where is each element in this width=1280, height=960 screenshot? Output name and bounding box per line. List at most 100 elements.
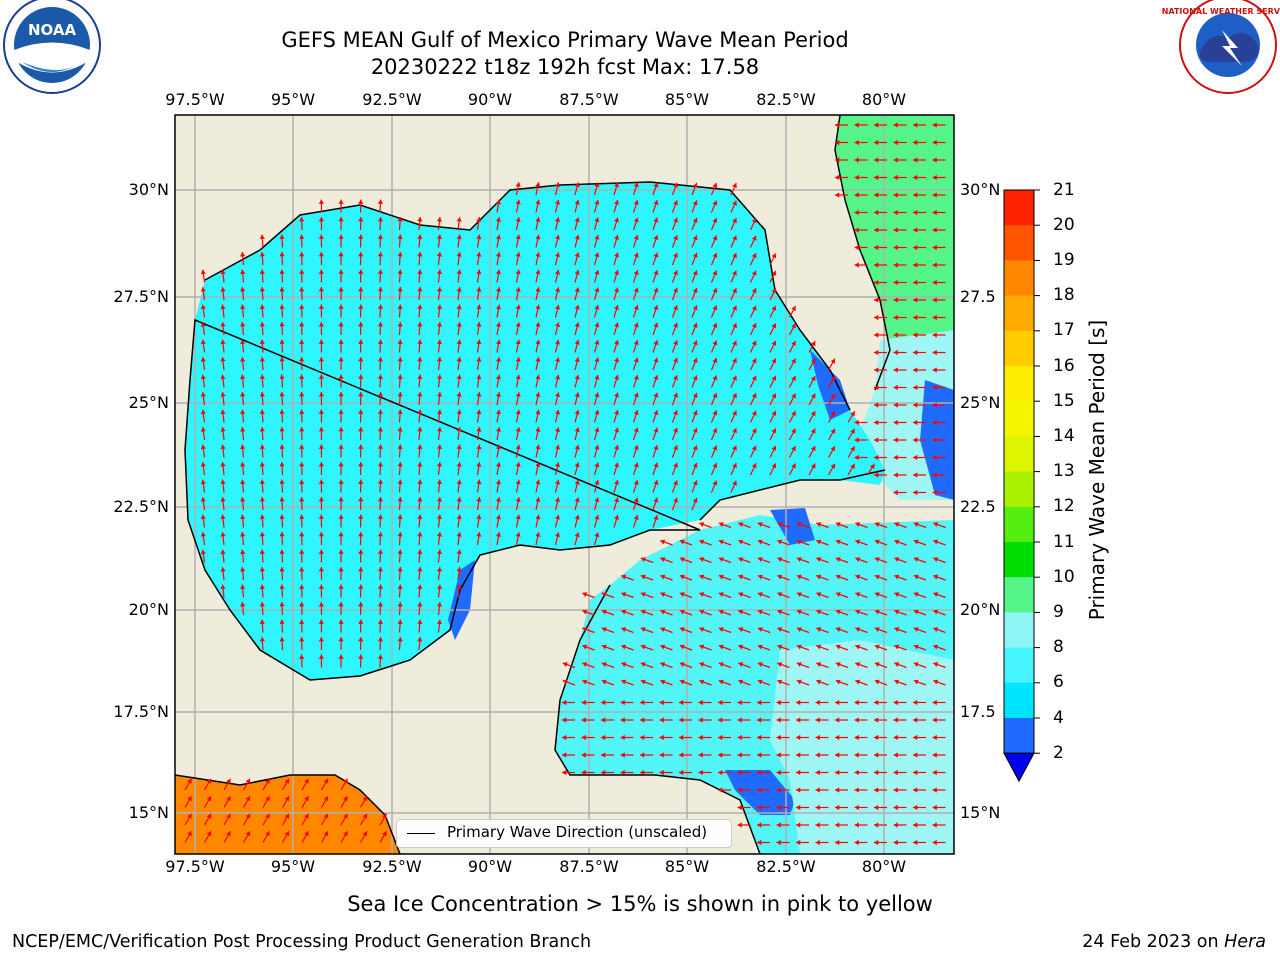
wave-arrow-head bbox=[555, 217, 561, 223]
wave-arrow-head bbox=[737, 822, 742, 828]
wave-arrow-head bbox=[913, 174, 918, 181]
wave-arrow-head bbox=[535, 427, 541, 433]
wave-arrow-head bbox=[660, 609, 666, 615]
wave-arrow-head bbox=[620, 769, 625, 776]
wave-arrow-head bbox=[456, 374, 462, 380]
wave-arrow-head bbox=[318, 304, 324, 309]
graticule bbox=[175, 115, 954, 854]
colorbar-tick: 11 bbox=[1053, 532, 1075, 552]
wave-arrow-head bbox=[377, 339, 384, 344]
wave-arrow-head bbox=[417, 497, 423, 502]
wave-arrow-head bbox=[338, 549, 344, 554]
wave-arrow-head bbox=[206, 796, 212, 802]
wave-arrow-head bbox=[200, 497, 206, 502]
wave-arrow-head bbox=[913, 472, 918, 478]
wave-arrow-head bbox=[476, 357, 482, 362]
colorbar-tick: 16 bbox=[1053, 356, 1075, 376]
wave-arrow-head bbox=[932, 174, 937, 181]
wave-arrow-head bbox=[377, 427, 384, 432]
wave-arrow-head bbox=[894, 662, 900, 667]
wave-arrow-head bbox=[653, 462, 659, 468]
wave-arrow-head bbox=[436, 374, 443, 380]
wave-arrow-head bbox=[712, 183, 718, 188]
wave-arrow-head bbox=[323, 796, 329, 802]
wave-arrow-head bbox=[343, 813, 348, 819]
wave-arrow-head bbox=[757, 787, 762, 793]
wave-arrow-head bbox=[318, 637, 324, 642]
coastal-blue-2 bbox=[448, 560, 475, 640]
footer-date-text: 24 Feb 2023 on bbox=[1082, 932, 1225, 952]
wave-arrow-head bbox=[358, 619, 364, 624]
wave-arrow-head bbox=[377, 532, 384, 537]
lat-label-left: 22.5°N bbox=[113, 497, 169, 516]
wave-arrow-head bbox=[299, 479, 305, 484]
wave-arrow-head bbox=[220, 287, 226, 292]
wave-arrow-head bbox=[259, 462, 265, 467]
wave-arrow-head bbox=[692, 340, 698, 346]
wave-arrow-head bbox=[874, 384, 879, 391]
wave-arrow-head bbox=[515, 234, 521, 240]
wave-arrow-head bbox=[737, 752, 742, 758]
wave-arrow-head bbox=[835, 627, 841, 632]
wave-arrow-head bbox=[815, 804, 820, 811]
wave-arrow-head bbox=[495, 217, 502, 222]
wave-arrow-head bbox=[495, 339, 502, 345]
wave-arrow-head bbox=[495, 234, 502, 240]
wave-arrow-head bbox=[582, 627, 588, 632]
wave-arrow-head bbox=[318, 234, 324, 239]
wave-arrow-head bbox=[791, 445, 796, 451]
wave-arrow-head bbox=[757, 769, 762, 776]
wave-arrow-head bbox=[574, 532, 580, 538]
wave-arrow-head bbox=[854, 734, 859, 741]
wave-arrow-head bbox=[397, 252, 403, 257]
wave-arrow-head bbox=[816, 592, 822, 597]
wave-arrow-head bbox=[854, 787, 859, 793]
wave-arrow-head bbox=[259, 584, 265, 589]
wave-arrow-head bbox=[932, 314, 937, 321]
wave-arrow-head bbox=[751, 393, 757, 399]
wave-arrow-head bbox=[796, 644, 802, 650]
wave-arrow-head bbox=[240, 339, 246, 345]
lat-label-left: 20°N bbox=[128, 600, 169, 619]
colorbar-segment bbox=[1004, 401, 1034, 437]
wave-arrow-head bbox=[265, 831, 270, 837]
wave-arrow-head bbox=[456, 567, 462, 572]
wave-arrow-head bbox=[614, 305, 619, 310]
wave-arrow-head bbox=[835, 679, 841, 685]
wave-arrow-head bbox=[323, 778, 329, 784]
wave-arrow-head bbox=[718, 787, 723, 793]
wave-arrow-head bbox=[220, 497, 226, 502]
map-frame bbox=[174, 114, 955, 855]
wave-arrow-head bbox=[417, 462, 423, 467]
wave-arrow-head bbox=[377, 514, 384, 519]
wave-arrow-head bbox=[737, 699, 742, 706]
wave-arrow-head bbox=[874, 332, 879, 338]
wave-arrow-head bbox=[338, 357, 344, 362]
wave-arrow-head bbox=[791, 323, 796, 329]
wave-arrow-head bbox=[640, 679, 646, 685]
wave-arrow-head bbox=[633, 427, 639, 433]
wave-arrow-head bbox=[692, 235, 698, 241]
wave-arrow-head bbox=[932, 787, 937, 793]
wave-arrow-head bbox=[358, 514, 364, 519]
wave-arrow-head bbox=[932, 139, 937, 146]
wave-arrow-head bbox=[673, 322, 678, 328]
wave-arrow-head bbox=[633, 375, 639, 381]
wave-arrow-head bbox=[515, 514, 521, 520]
wave-arrow-head bbox=[323, 831, 329, 837]
wave-arrow-head bbox=[358, 497, 364, 502]
wave-arrow-head bbox=[712, 270, 718, 276]
wave-arrow-head bbox=[417, 287, 423, 292]
wave-arrow-head bbox=[240, 357, 246, 362]
wave-arrow-head bbox=[913, 192, 918, 198]
wave-arrow-head bbox=[515, 357, 521, 362]
wave-arrow-head bbox=[718, 522, 724, 527]
wave-arrow-head bbox=[476, 287, 482, 292]
lon-label-top: 90°W bbox=[467, 90, 513, 109]
wave-arrow-head bbox=[279, 497, 285, 502]
wave-arrow-head bbox=[757, 734, 762, 741]
wave-arrow-head bbox=[673, 305, 678, 311]
wave-arrow-head bbox=[776, 839, 781, 846]
wave-arrow-head bbox=[515, 287, 521, 292]
wave-arrow-head bbox=[456, 584, 462, 590]
